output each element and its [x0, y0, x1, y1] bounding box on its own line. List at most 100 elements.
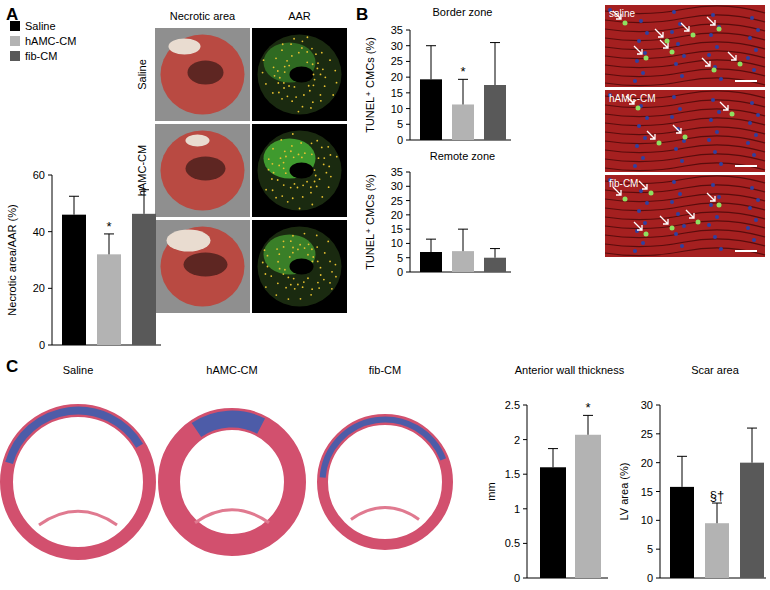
- arrow: [634, 46, 642, 54]
- cell-border: [605, 60, 765, 68]
- fluorescent-dot: [293, 156, 295, 158]
- fluorescent-dot: [301, 47, 303, 49]
- cell-border: [605, 154, 765, 162]
- nucleus: [746, 56, 750, 60]
- fluorescent-dot: [311, 142, 313, 144]
- fluorescent-dot: [313, 74, 315, 76]
- histology-label: hAMC-CM: [206, 364, 257, 376]
- fluorescent-dot: [290, 284, 292, 286]
- fluorescent-dot: [307, 277, 309, 279]
- nucleus: [707, 53, 711, 57]
- fluorescent-dot: [310, 192, 312, 194]
- fluorescent-dot: [272, 189, 274, 191]
- arrow: [660, 216, 668, 224]
- nucleus: [719, 77, 723, 81]
- fluorescent-dot: [317, 261, 319, 263]
- nucleus: [680, 159, 684, 163]
- fluorescent-dot: [303, 281, 305, 283]
- y-tick-label: 5: [647, 543, 653, 555]
- nucleus: [711, 98, 715, 102]
- tunel-nucleus: [670, 226, 675, 231]
- fluorescent-dot: [290, 150, 292, 152]
- fluorescent-dot: [319, 178, 321, 180]
- y-tick: [656, 578, 660, 579]
- annotation: *: [460, 64, 465, 79]
- nucleus: [754, 48, 758, 52]
- chart: 00.511.522.5mmAnterior wall thickness*: [485, 364, 625, 584]
- y-tick-label: 25: [641, 428, 653, 440]
- nucleus: [750, 186, 754, 190]
- fluorescent-dot: [309, 90, 311, 92]
- micrograph-label: fib-CM: [609, 178, 638, 189]
- cell-border: [605, 51, 765, 59]
- nucleus: [641, 156, 645, 160]
- fluorescent-dot: [314, 79, 316, 81]
- fluorescent-dot: [272, 163, 274, 165]
- scar: [196, 419, 261, 430]
- fluorescent-dot: [323, 157, 325, 159]
- fluorescent-dot: [285, 172, 287, 174]
- fluorescent-dot: [306, 51, 308, 53]
- scale-bar: [735, 165, 757, 167]
- y-tick-label: 10: [641, 514, 653, 526]
- fluorescent-dot: [282, 43, 284, 45]
- fluorescent-dot: [322, 68, 324, 70]
- legend-label: hAMC-CM: [25, 35, 76, 47]
- fluorescent-dot: [300, 298, 302, 300]
- fluorescent-dot: [281, 195, 283, 197]
- lumen: [188, 61, 224, 85]
- nucleus: [756, 28, 760, 32]
- fluorescent-dot: [332, 94, 334, 96]
- tunel-nucleus: [665, 39, 670, 44]
- tunel-nucleus: [717, 27, 722, 32]
- fluorescent-dot: [328, 186, 330, 188]
- y-tick: [48, 231, 52, 232]
- bar: [705, 523, 729, 578]
- fluorescent-dot: [283, 162, 285, 164]
- error-bar: [490, 249, 500, 258]
- fluorescent-dot: [268, 169, 270, 171]
- heart-slice: [258, 227, 342, 307]
- nucleus: [672, 95, 676, 99]
- y-tick: [656, 462, 660, 463]
- y-tick-label: 40: [33, 226, 45, 238]
- tunel-nucleus: [730, 112, 735, 117]
- y-tick-label: 15: [391, 223, 403, 235]
- y-axis: [527, 405, 528, 578]
- y-tick: [406, 257, 410, 258]
- nucleus: [719, 247, 723, 251]
- fluorescent-dot: [312, 63, 314, 65]
- bar: [540, 467, 566, 578]
- image-header: Necrotic area: [170, 10, 236, 22]
- nucleus: [645, 116, 649, 120]
- fluorescent-dot: [297, 284, 299, 286]
- fluorescent-dot: [313, 84, 315, 86]
- nucleus: [645, 31, 649, 35]
- nucleus: [709, 203, 713, 207]
- nucleus: [750, 16, 754, 20]
- nucleus: [637, 209, 641, 213]
- nucleus: [715, 215, 719, 219]
- nucleus: [680, 74, 684, 78]
- nucleus: [682, 54, 686, 58]
- fluorescent-dot: [302, 40, 304, 42]
- fluorescent-dot: [316, 185, 318, 187]
- nucleus: [709, 118, 713, 122]
- nucleus: [639, 19, 643, 23]
- tunel-nucleus: [738, 62, 743, 67]
- fluorescent-dot: [265, 273, 267, 275]
- y-tick-label: 0: [397, 134, 403, 146]
- fluorescent-dot: [331, 271, 333, 273]
- fluorescent-dot: [283, 246, 285, 248]
- error-bar: [426, 46, 436, 80]
- photo-bg: [252, 124, 347, 217]
- nucleus: [633, 164, 637, 168]
- fluorescent-dot: [273, 66, 275, 68]
- fluorescent-dot: [294, 183, 296, 185]
- fluorescent-dot: [292, 133, 294, 135]
- fluorescent-dot: [280, 139, 282, 141]
- fluorescent-dot: [288, 65, 290, 67]
- fluorescent-dot: [306, 181, 308, 183]
- fluorescent-dot: [327, 241, 329, 243]
- nucleus: [672, 180, 676, 184]
